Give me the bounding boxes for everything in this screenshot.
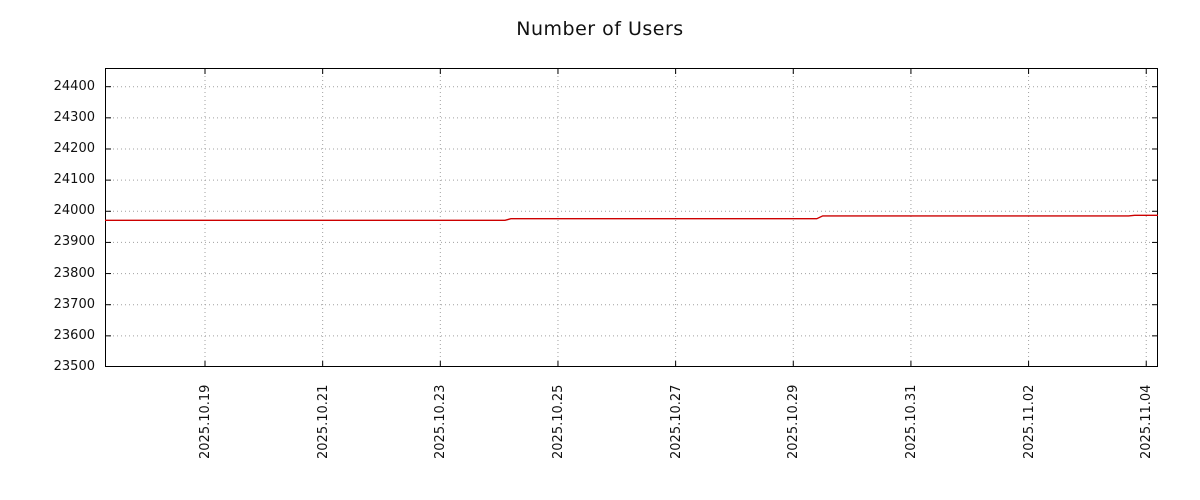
y-tick-label: 23600	[53, 327, 95, 343]
x-tick-label: 2025.10.29	[786, 384, 802, 459]
x-tick-label: 2025.10.19	[198, 384, 213, 459]
y-tick-label: 23800	[53, 265, 95, 281]
y-tick-label: 24100	[53, 172, 95, 188]
y-tick-label: 24300	[53, 109, 95, 125]
series-line-users	[105, 214, 1158, 221]
x-tick-label: 2025.10.23	[433, 384, 449, 459]
chart-title: Number of Users	[516, 18, 684, 40]
x-tick-label: 2025.10.27	[668, 384, 684, 459]
x-tick-label: 2025.11.02	[1021, 384, 1037, 459]
y-tick-label: 23500	[53, 359, 95, 374]
y-tick-label: 24400	[53, 78, 95, 94]
plot-area	[105, 68, 1158, 367]
y-tick-label: 23700	[53, 296, 95, 312]
y-tick-label: 23900	[53, 234, 95, 250]
plot-svg	[105, 68, 1158, 367]
x-tick-label: 2025.10.31	[903, 384, 919, 459]
x-tick-label: 2025.10.25	[550, 384, 566, 459]
x-tick-label: 2025.11.04	[1139, 384, 1155, 459]
y-tick-label: 24000	[53, 203, 95, 219]
x-tick-label: 2025.10.21	[315, 384, 331, 459]
y-tick-label: 24200	[53, 140, 95, 156]
